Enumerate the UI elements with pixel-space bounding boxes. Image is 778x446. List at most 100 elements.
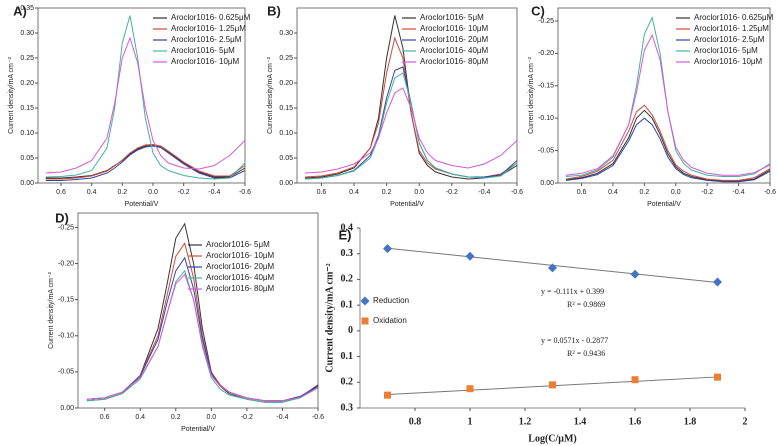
y-tick-label: 0.25 bbox=[279, 55, 293, 62]
legend-label: Aroclor1016- 5μM bbox=[206, 240, 270, 249]
x-tick-label: -0.2 bbox=[178, 189, 190, 196]
x-tick-label: 0.6 bbox=[56, 189, 66, 196]
x-tick-label: 0.0 bbox=[148, 189, 158, 196]
x-tick-label: -0.4 bbox=[208, 189, 220, 196]
curve bbox=[565, 109, 771, 182]
x-tick-label: -0.6 bbox=[764, 189, 776, 196]
legend-label: Aroclor1016- 10μM bbox=[206, 251, 275, 260]
legend-label: Aroclor1016- 5μM bbox=[171, 46, 235, 55]
legend-label: Aroclor1016- 20μM bbox=[420, 35, 489, 44]
x-tick-label: -0.4 bbox=[733, 189, 745, 196]
x-tick-label: -0.6 bbox=[312, 414, 324, 421]
curve bbox=[45, 144, 246, 179]
x-tick-label: -0.6 bbox=[239, 189, 251, 196]
panel-label: C) bbox=[531, 3, 545, 18]
y-tick-label: 0.1 bbox=[341, 299, 354, 310]
curve bbox=[565, 117, 771, 183]
x-tick-label: 0.0 bbox=[414, 189, 424, 196]
x-tick-label: 0.6 bbox=[100, 414, 110, 421]
y-axis-label: Current density/mA cm⁻² bbox=[48, 271, 55, 348]
y-axis-label: Current density/mA cm⁻² bbox=[528, 56, 535, 133]
y-tick-label: 0.00 bbox=[540, 180, 554, 187]
plot-frame bbox=[557, 7, 771, 184]
y-axis-label: Current density/mA cm⁻² bbox=[324, 263, 335, 372]
x-tick-label: 0.2 bbox=[382, 189, 392, 196]
x-tick-label: 0.4 bbox=[608, 189, 618, 196]
x-tick-label: -0.2 bbox=[446, 189, 458, 196]
y-tick-label: -0.15 bbox=[58, 297, 74, 304]
plot-frame bbox=[77, 212, 319, 409]
panel-label: A) bbox=[13, 3, 27, 18]
y-tick-label: -0.10 bbox=[538, 115, 554, 122]
y-tick-label: -0.05 bbox=[538, 147, 554, 154]
curve bbox=[86, 273, 319, 402]
x-tick-label: 1.6 bbox=[629, 416, 642, 427]
curve bbox=[305, 87, 518, 174]
point bbox=[713, 277, 722, 287]
legend-label: Aroclor1016- 10μM bbox=[420, 24, 489, 33]
y-tick-label: 0.30 bbox=[279, 30, 293, 37]
annotation: R² = 0.9436 bbox=[567, 349, 605, 358]
y-tick-label: 0.00 bbox=[60, 405, 74, 412]
point bbox=[630, 269, 640, 279]
y-tick-label: -0.15 bbox=[538, 83, 554, 90]
legend-label: Aroclor1016- 80μM bbox=[206, 284, 275, 293]
point bbox=[631, 376, 639, 384]
y-tick-label: 0.05 bbox=[20, 155, 34, 162]
x-tick-label: -0.4 bbox=[276, 414, 288, 421]
y-tick-label: 0.20 bbox=[279, 80, 293, 87]
legend-swatch bbox=[360, 296, 370, 306]
legend-label: Aroclor1016- 20μM bbox=[206, 262, 275, 271]
y-tick-label: 0 bbox=[348, 325, 353, 336]
legend-label: Aroclor1016- 5μM bbox=[420, 13, 484, 22]
point bbox=[384, 391, 391, 399]
y-tick-label: 0.3 bbox=[341, 248, 354, 259]
y-axis-label: Current density/mA cm⁻² bbox=[8, 56, 15, 133]
y-tick-label: -0.20 bbox=[58, 260, 74, 267]
y-tick-label: 0.1 bbox=[341, 351, 354, 362]
x-tick-label: -0.2 bbox=[701, 189, 713, 196]
legend-label: Aroclor1016- 1.25μM bbox=[694, 24, 769, 33]
curve bbox=[86, 222, 319, 403]
x-tick-label: 0.4 bbox=[135, 414, 145, 421]
x-axis-label: Potential/V bbox=[181, 426, 215, 433]
legend-label: Reduction bbox=[373, 296, 409, 305]
legend-label: Aroclor1016- 10μM bbox=[694, 57, 763, 66]
y-tick-label: 0.30 bbox=[20, 30, 34, 37]
x-tick-label: -0.6 bbox=[511, 189, 523, 196]
curve bbox=[86, 242, 319, 402]
y-tick-label: 0.25 bbox=[20, 55, 34, 62]
y-tick-label: 0.00 bbox=[279, 180, 293, 187]
curve bbox=[305, 72, 518, 180]
x-tick-label: -0.2 bbox=[241, 414, 253, 421]
y-tick-label: 0.4 bbox=[341, 222, 354, 233]
legend-label: Aroclor1016- 2.5μM bbox=[171, 35, 242, 44]
curve bbox=[305, 15, 518, 180]
x-tick-label: 2 bbox=[743, 416, 748, 427]
curve bbox=[45, 145, 246, 181]
panel-label: E) bbox=[339, 227, 352, 242]
y-tick-label: 0.3 bbox=[341, 402, 354, 413]
panel-label: D) bbox=[55, 210, 69, 225]
x-tick-label: 0.0 bbox=[671, 189, 681, 196]
curve bbox=[565, 33, 771, 176]
x-tick-label: 0.8 bbox=[409, 416, 422, 427]
y-tick-label: 0.2 bbox=[341, 274, 354, 285]
y-tick-label: 0.15 bbox=[279, 105, 293, 112]
y-tick-label: 0.20 bbox=[20, 80, 34, 87]
curve bbox=[565, 104, 771, 181]
x-tick-label: 0.2 bbox=[171, 414, 181, 421]
legend-label: Aroclor1016- 80μM bbox=[420, 57, 489, 66]
x-tick-label: 0.0 bbox=[206, 414, 216, 421]
x-tick-label: 1.2 bbox=[519, 416, 532, 427]
y-tick-label: 0.2 bbox=[341, 377, 354, 388]
legend-label: Oxidation bbox=[373, 316, 407, 325]
annotation: y = 0.0571x - 0.2877 bbox=[541, 336, 608, 345]
y-tick-label: 0.05 bbox=[279, 155, 293, 162]
annotation: y = -0.111x + 0.399 bbox=[541, 287, 604, 296]
y-tick-label: 0.10 bbox=[20, 130, 34, 137]
point bbox=[383, 244, 392, 254]
y-tick-label: 0.15 bbox=[20, 105, 34, 112]
x-axis-label: Log(C/μM) bbox=[528, 433, 576, 444]
